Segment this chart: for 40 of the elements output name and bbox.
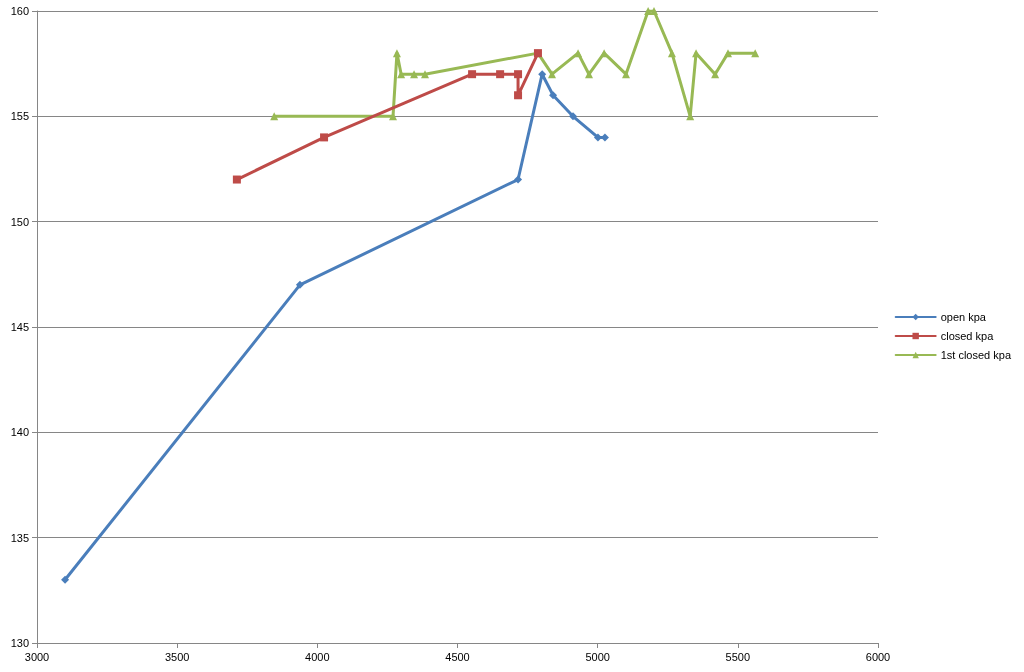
point	[569, 112, 577, 121]
point	[496, 70, 505, 79]
point	[232, 175, 241, 184]
point	[61, 575, 70, 584]
legend-label: 1st closed kpa	[940, 349, 1012, 361]
point	[410, 70, 419, 79]
y-tick-label: 150	[10, 215, 29, 228]
y-tick-label: 160	[10, 5, 29, 17]
y-tick-label: 130	[10, 637, 29, 649]
point	[468, 70, 477, 79]
x-tick-label: 4000	[305, 650, 330, 663]
legend-label: open kpa	[940, 311, 987, 323]
point	[547, 70, 556, 79]
point	[711, 70, 720, 79]
point	[724, 49, 733, 58]
point	[320, 133, 329, 142]
point	[514, 175, 523, 184]
point	[295, 280, 304, 289]
x-tick-label: 3000	[24, 650, 50, 663]
point	[514, 91, 523, 100]
point	[621, 70, 630, 79]
y-tick-label: 145	[10, 321, 29, 333]
x-tick-label: 6000	[865, 650, 891, 663]
point	[584, 70, 593, 79]
point	[593, 133, 602, 142]
point	[667, 49, 676, 58]
y-tick-label: 135	[10, 531, 29, 544]
x-tick-label: 4500	[445, 650, 470, 663]
x-tick-label: 3500	[164, 650, 190, 663]
x-tick-label: 5000	[585, 650, 610, 663]
point	[650, 7, 659, 15]
point	[420, 70, 429, 79]
legend-label: closed kpa	[940, 330, 995, 342]
point	[514, 70, 523, 79]
x-tick-label: 5500	[725, 650, 751, 663]
y-tick-label: 155	[10, 110, 29, 123]
point	[549, 91, 558, 100]
point	[392, 49, 401, 58]
y-tick-label: 140	[10, 426, 29, 439]
point	[574, 49, 583, 58]
